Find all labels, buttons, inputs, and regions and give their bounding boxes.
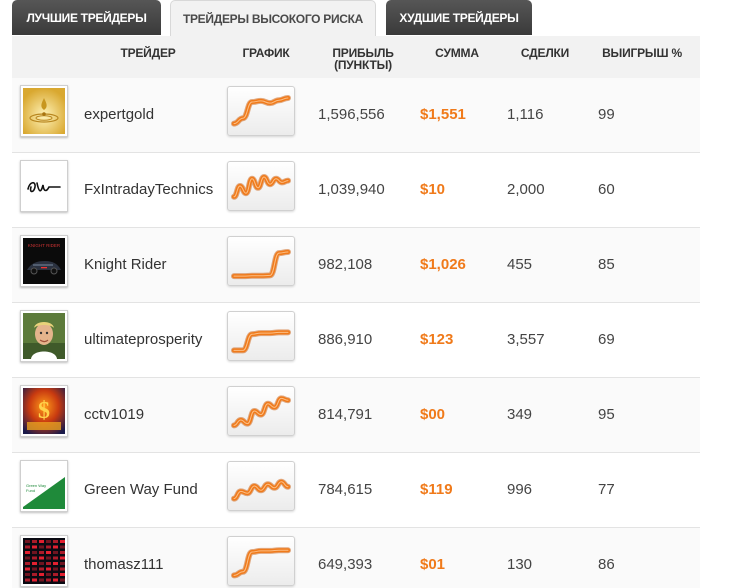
profit-value: 814,791 [318, 406, 373, 423]
svg-text:Green Way: Green Way [26, 483, 46, 488]
table-row[interactable]: thomasz111 649,393 $01 130 86 [12, 528, 700, 588]
avatar[interactable]: $ [20, 385, 68, 437]
win-percent-value: 60 [598, 181, 615, 198]
table-row[interactable]: Green Way Fund Green Way Fund 784,615 $119 99… [12, 453, 700, 528]
trader-name-link[interactable]: expertgold [84, 106, 155, 123]
profit-value: 1,039,940 [318, 181, 385, 198]
column-header-profit[interactable]: Прибыль (пункты) [332, 46, 394, 72]
table-row[interactable]: $ cctv1019 814,791 $00 349 95 [12, 378, 700, 453]
table-row[interactable]: expertgold 1,596,556 $1,551 1,116 99 [12, 78, 700, 153]
tab-best-traders[interactable]: Лучшие трейдеры [12, 0, 161, 35]
sum-value: $01 [420, 556, 446, 573]
deals-value: 1,116 [507, 106, 544, 123]
column-header-sum[interactable]: Сумма [435, 46, 479, 60]
trend-line-icon [231, 329, 291, 354]
sum-value: $00 [420, 406, 446, 423]
sum-value: $123 [420, 331, 454, 348]
win-percent-value: 86 [598, 556, 615, 573]
profit-value: 982,108 [318, 256, 373, 273]
avatar[interactable]: Green Way Fund [20, 460, 68, 512]
deals-value: 455 [507, 256, 533, 273]
avatar[interactable] [20, 85, 68, 137]
deals-value: 130 [507, 556, 533, 573]
table-header: Трейдер График Прибыль (пункты) Сумма Сд… [12, 36, 700, 78]
deals-value: 349 [507, 406, 533, 423]
table-row[interactable]: FxIntradayTechnics 1,039,940 $10 2,000 60 [12, 153, 700, 228]
avatar[interactable]: KNIGHT RIDER [20, 235, 68, 287]
trader-name-link[interactable]: Knight Rider [84, 256, 167, 273]
tab-bar: Лучшие трейдеры Трейдеры высокого риска … [0, 0, 729, 36]
trend-chart-thumbnail[interactable] [227, 236, 295, 286]
deals-value: 3,557 [507, 331, 545, 348]
trader-name-link[interactable]: cctv1019 [84, 406, 145, 423]
car-icon: KNIGHT RIDER [23, 238, 65, 284]
trend-chart-thumbnail[interactable] [227, 461, 295, 511]
table-row[interactable]: ultimateprosperity 886,910 $123 3,557 69 [12, 303, 700, 378]
trader-name-link[interactable]: Green Way Fund [84, 481, 198, 498]
trend-chart-thumbnail[interactable] [227, 536, 295, 586]
trend-line-icon [231, 547, 291, 579]
trend-chart-thumbnail[interactable] [227, 386, 295, 436]
trend-chart-thumbnail[interactable] [227, 311, 295, 361]
profit-value: 784,615 [318, 481, 373, 498]
avatar[interactable] [20, 535, 68, 587]
sum-value: $119 [420, 481, 453, 498]
money-icon: $ [23, 388, 65, 434]
trend-line-icon [231, 174, 291, 200]
profit-value: 1,596,556 [318, 106, 385, 123]
profit-value: 886,910 [318, 331, 373, 348]
column-header-deals[interactable]: Сделки [520, 46, 570, 60]
portrait-icon [23, 313, 65, 359]
column-header-trader[interactable]: Трейдер [120, 46, 176, 60]
trader-name-link[interactable]: FxIntradayTechnics [84, 181, 214, 198]
tab-worst-traders[interactable]: Худшие трейдеры [386, 0, 532, 35]
deals-value: 2,000 [507, 181, 545, 198]
avatar[interactable] [20, 160, 68, 212]
tab-high-risk-traders[interactable]: Трейдеры высокого риска [170, 0, 376, 36]
win-percent-value: 99 [598, 106, 615, 123]
win-percent-value: 95 [598, 406, 615, 423]
svg-text:KNIGHT RIDER: KNIGHT RIDER [28, 243, 61, 248]
sum-value: $1,551 [420, 106, 466, 123]
win-percent-value: 77 [598, 481, 615, 498]
avatar[interactable] [20, 310, 68, 362]
trend-line-icon [231, 478, 291, 502]
profit-value: 649,393 [318, 556, 373, 573]
signature-icon [23, 163, 65, 209]
trend-chart-thumbnail[interactable] [227, 161, 295, 211]
win-percent-value: 69 [598, 331, 615, 348]
sum-value: $1,026 [420, 256, 466, 273]
column-header-win-percent[interactable]: Выигрыш % [602, 46, 682, 60]
trend-chart-thumbnail[interactable] [227, 86, 295, 136]
table-row[interactable]: KNIGHT RIDER Knight Rider 982,108 $1,026 455… [12, 228, 700, 303]
column-header-chart[interactable]: График [242, 46, 290, 60]
trend-line-icon [231, 249, 291, 280]
trend-line-icon [231, 95, 291, 127]
trend-line-icon [231, 395, 291, 429]
trader-name-link[interactable]: thomasz111 [84, 556, 164, 573]
trader-name-link[interactable]: ultimateprosperity [84, 331, 203, 348]
gold-ripple-icon [23, 88, 65, 134]
deals-value: 996 [507, 481, 533, 498]
stock-board-icon [23, 538, 65, 584]
svg-text:$: $ [38, 398, 50, 424]
sum-value: $10 [420, 181, 446, 198]
svg-text:Fund: Fund [26, 488, 35, 493]
win-percent-value: 85 [598, 256, 615, 273]
